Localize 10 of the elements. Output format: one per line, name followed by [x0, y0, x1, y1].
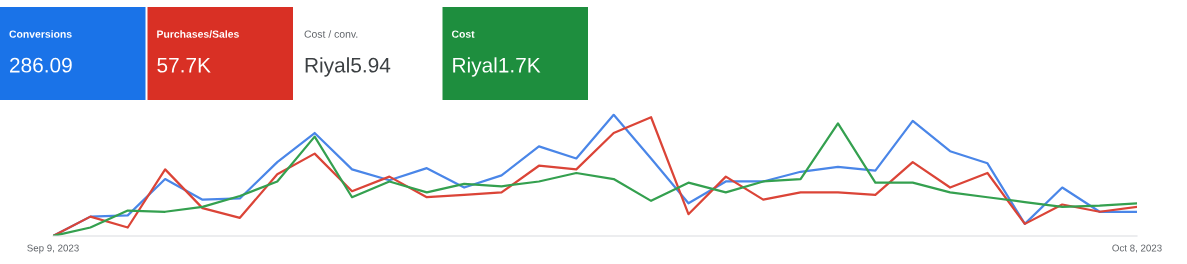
x-tick-label: Sep 9, 2023 [27, 244, 79, 254]
category-label: Cost / conv. [304, 30, 358, 38]
category-label: Conversions [9, 30, 72, 38]
text: 286.09 [10, 57, 72, 73]
text: 57.7K [157, 58, 211, 73]
text: Riyal5.94 [305, 57, 391, 77]
category-label: Cost [451, 30, 475, 38]
text: Riyal1.7K [453, 57, 541, 77]
category-label: Purchases/Sales [157, 30, 239, 38]
x-tick-label: Oct 8, 2023 [1112, 244, 1162, 253]
